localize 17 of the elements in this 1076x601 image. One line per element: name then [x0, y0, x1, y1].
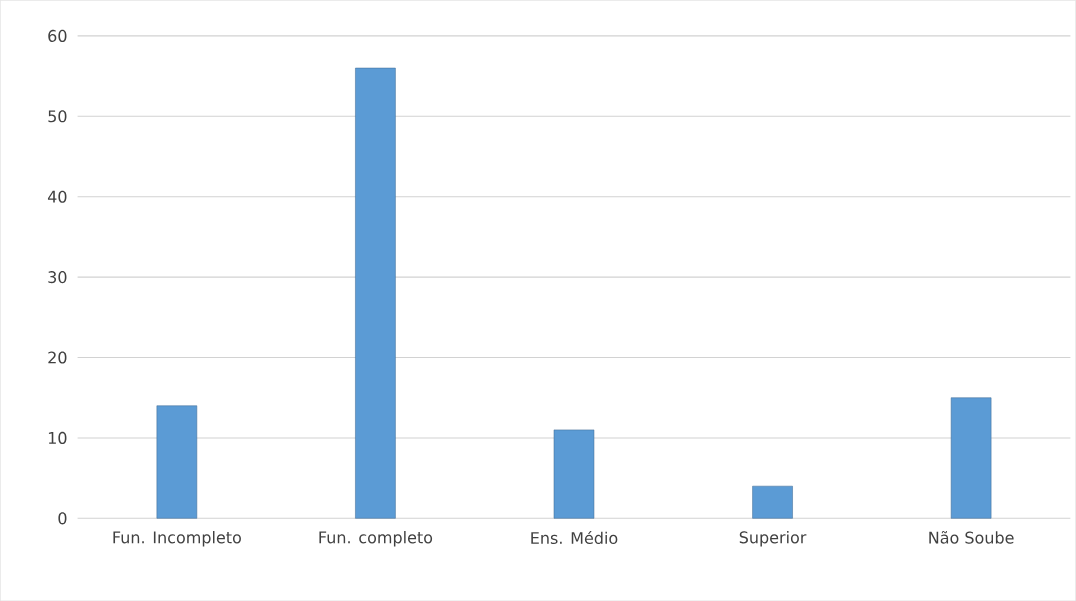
bar — [553, 429, 595, 519]
y-tick-label: 60 — [48, 29, 67, 42]
bar — [355, 67, 396, 519]
x-tick-label: Não Soube — [929, 530, 1014, 544]
bar — [752, 485, 793, 519]
x-tick-label: Fun. Incompleto — [113, 530, 241, 547]
y-tick-label: 40 — [47, 190, 67, 203]
y-tick-label: 30 — [48, 270, 67, 284]
y-tick-label: 10 — [48, 431, 67, 444]
y-tick-label: 50 — [48, 110, 67, 123]
bar — [950, 397, 992, 519]
y-tick-label: 0 — [58, 512, 67, 525]
x-tick-label: Ens. Médio — [531, 530, 618, 544]
x-tick-label: Fun. completo — [319, 530, 433, 547]
y-tick-label: 20 — [48, 351, 67, 364]
x-tick-label: Superior — [739, 530, 807, 547]
bar — [156, 405, 198, 519]
